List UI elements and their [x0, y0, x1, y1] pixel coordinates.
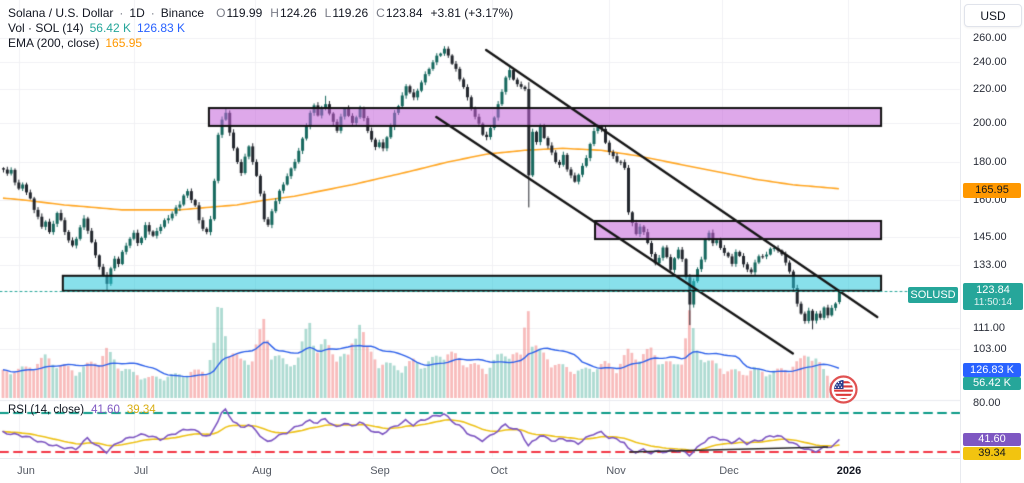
time-axis-label: Jul [133, 465, 149, 477]
open-label: O [216, 5, 226, 20]
rsi-value: 41.60 [91, 404, 120, 416]
price-axis-badge: 165.95 [963, 183, 1021, 198]
price-axis-label: 200.00 [973, 117, 1007, 129]
time-axis-label: Jun [17, 465, 35, 477]
price-axis-badge: 56.42 K [963, 377, 1021, 390]
price-axis-label: 260.00 [973, 32, 1007, 44]
price-axis-badge: 126.83 K [963, 363, 1021, 377]
bar-countdown: 11:50:14 [973, 297, 1013, 308]
ema-legend-row[interactable]: EMA (200, close) 165.95 [8, 35, 513, 50]
volume-ma-value: 126.83 K [136, 20, 186, 35]
separator-dot: · [119, 5, 124, 20]
ema-study-label: EMA (200, close) [8, 35, 100, 50]
price-axis-label: 220.00 [973, 83, 1007, 95]
price-axis-label: 80.00 [973, 397, 1001, 409]
low-value: 119.26 [332, 5, 369, 20]
time-axis-label: Aug [252, 465, 272, 477]
separator-dot: · [150, 5, 155, 20]
ticker-label-badge: SOLUSD [908, 287, 958, 303]
price-axis-label: 103.00 [973, 343, 1007, 355]
rsi-ma-value: 39.34 [126, 404, 156, 416]
volume-study-label: Vol · SOL (14) [8, 20, 84, 35]
symbol-legend-row[interactable]: Solana / U.S. Dollar · 1D · Binance O 119… [8, 5, 513, 20]
rsi-study-label: RSI (14, close) [8, 404, 85, 416]
time-axis-label: 2026 [836, 465, 862, 477]
interval-label: 1D [129, 5, 145, 20]
close-value: 123.84 [385, 5, 423, 20]
time-axis-label: Sep [370, 465, 390, 477]
high-value: 124.26 [279, 5, 317, 20]
currency-toggle-button[interactable]: USD [964, 4, 1022, 27]
price-axis-label: 180.00 [973, 156, 1007, 168]
time-axis-label: Dec [719, 465, 739, 477]
price-axis-label: 111.00 [973, 322, 1006, 334]
ohlc-readout: O 119.99 H 124.26 L 119.26 C 123.84 +3.81 (+… [216, 6, 513, 20]
open-value: 119.99 [226, 5, 263, 20]
last-price-value: 123.84 [976, 284, 1010, 296]
volume-current-value: 56.42 K [89, 20, 131, 35]
volume-legend-row[interactable]: Vol · SOL (14) 56.42 K 126.83 K [8, 20, 513, 35]
price-axis-label: 133.00 [973, 259, 1007, 271]
high-label: H [270, 5, 279, 20]
exchange-label: Binance [160, 5, 205, 20]
price-axis-badge: 41.60 [963, 433, 1021, 446]
rsi-legend-row[interactable]: RSI (14, close) 41.60 39.34 [8, 404, 156, 416]
chart-legend: Solana / U.S. Dollar · 1D · Binance O 119… [8, 5, 513, 50]
close-label: C [376, 5, 385, 20]
last-price-badge: 123.84 11:50:14 [963, 283, 1023, 310]
change-value: +3.81 (+3.17%) [430, 5, 514, 20]
symbol-title: Solana / U.S. Dollar [8, 5, 114, 20]
time-axis-label: Nov [606, 465, 626, 477]
price-axis[interactable]: USD 260.00 240.00 220.00 200.00 180.00 160.00… [960, 0, 1024, 483]
us-flag-icon [829, 375, 858, 404]
price-axis-badge: 39.34 [963, 447, 1021, 460]
time-axis-label: Oct [490, 465, 508, 477]
low-label: L [324, 5, 332, 20]
price-axis-label: 240.00 [973, 56, 1007, 68]
time-axis[interactable]: Jun Jul Aug Sep Oct Nov Dec 2026 [0, 458, 960, 483]
ema-value: 165.95 [105, 35, 143, 50]
price-axis-label: 145.00 [973, 231, 1007, 243]
